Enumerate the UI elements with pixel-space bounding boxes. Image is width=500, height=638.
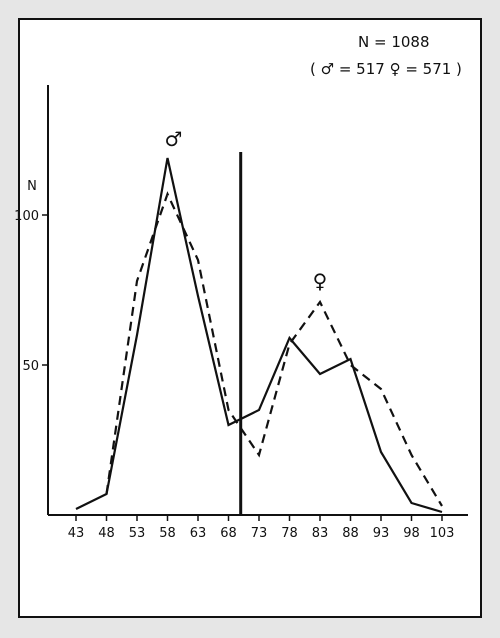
chart-card — [18, 18, 482, 618]
total-annotation: N = 1088 — [358, 33, 430, 51]
male-series-line — [75, 157, 443, 514]
male-series-label: ♂ — [165, 127, 183, 151]
x-tick-label: 88 — [342, 526, 359, 541]
y-axis-label: N — [27, 179, 37, 194]
x-tick-label: 68 — [220, 526, 237, 541]
female-series-line — [105, 191, 443, 507]
x-tick-label: 63 — [190, 526, 207, 541]
x-tick-label: 103 — [430, 526, 455, 541]
x-tick-label: 43 — [68, 526, 85, 541]
x-tick-label: 78 — [281, 526, 298, 541]
x-tick-label: 58 — [159, 526, 176, 541]
x-tick-label: 93 — [373, 526, 390, 541]
y-tick-label: 50 — [22, 359, 39, 374]
x-tick-label: 98 — [403, 526, 420, 541]
x-tick-label: 83 — [312, 526, 329, 541]
sex-split-annotation: ( ♂ = 517 ♀ = 571 ) — [310, 60, 462, 78]
x-tick-label: 53 — [129, 526, 146, 541]
female-series-label: ♀ — [313, 269, 328, 293]
x-tick-label: 73 — [251, 526, 268, 541]
x-tick-label: 48 — [98, 526, 115, 541]
y-tick-label: 100 — [14, 209, 39, 224]
